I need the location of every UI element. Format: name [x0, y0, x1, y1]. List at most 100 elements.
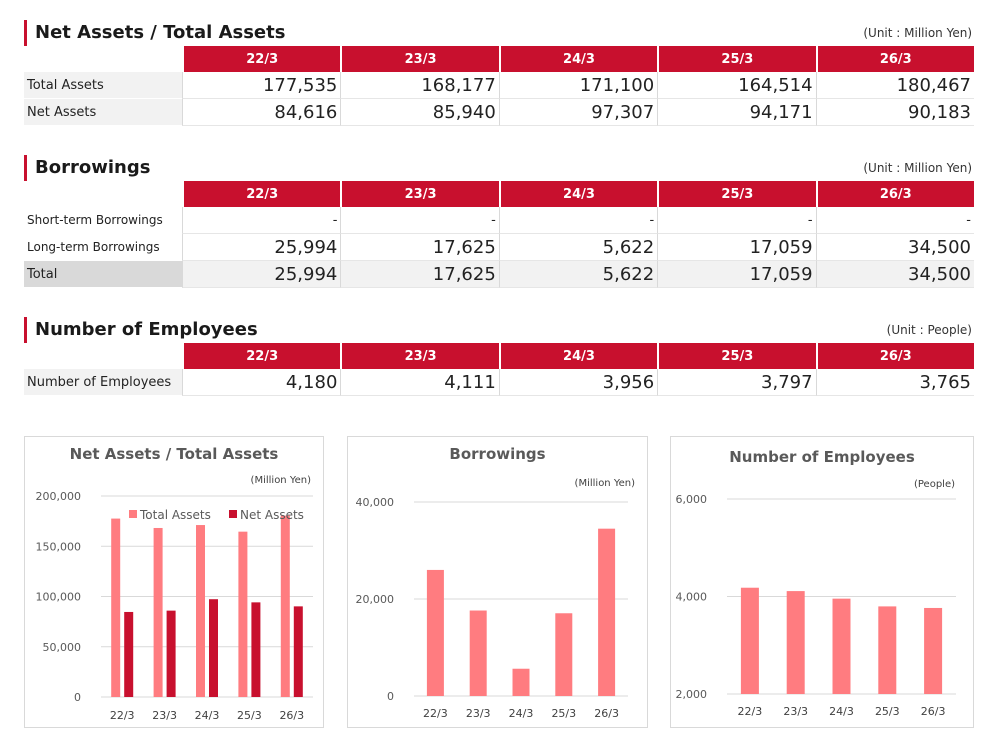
bar: [555, 613, 573, 696]
table-cell: 84,616: [182, 99, 341, 126]
year-header: 24/3: [498, 181, 658, 207]
table-cell: 17,059: [657, 234, 816, 261]
bar: [280, 515, 290, 697]
employees-section-unit: (Unit : People): [886, 323, 972, 337]
table-cell: 94,171: [657, 99, 816, 126]
bar: [878, 606, 897, 694]
year-header: 22/3: [182, 181, 341, 207]
y-tick-label: 0: [74, 691, 81, 704]
x-tick-label: 25/3: [237, 709, 262, 722]
table-cell: 3,797: [657, 369, 816, 396]
x-tick-label: 26/3: [594, 707, 619, 720]
x-tick-label: 22/3: [110, 709, 135, 722]
table-cell: -: [498, 207, 658, 234]
assets-chart-svg: Net Assets / Total Assets (Million Yen) 0 5…: [36, 445, 313, 722]
employees-table: 22/3 23/3 24/3 25/3 26/3 Number of Emplo…: [24, 343, 974, 396]
y-tick-label: 6,000: [676, 493, 708, 506]
table-cell: -: [815, 207, 974, 234]
employees-chart-svg: Number of Employees (People) 2,000 4,000 6,0…: [676, 448, 956, 718]
row-label: Short-term Borrowings: [24, 207, 182, 234]
table-row: Total 25,994 17,625 5,622 17,059 34,500: [24, 261, 974, 288]
year-header: 24/3: [498, 343, 658, 369]
year-header: 26/3: [815, 46, 974, 72]
bar: [740, 587, 759, 694]
chart-title: Net Assets / Total Assets: [70, 445, 279, 463]
table-cell: 171,100: [498, 72, 658, 99]
assets-section-header: Net Assets / Total Assets (Unit : Millio…: [24, 20, 974, 46]
year-header: 22/3: [182, 343, 341, 369]
table-cell: 180,467: [815, 72, 974, 99]
row-label: Total Assets: [24, 72, 182, 99]
year-header: 26/3: [815, 343, 974, 369]
table-cell: 90,183: [815, 99, 974, 126]
year-header: 26/3: [815, 181, 974, 207]
table-cell: 17,625: [340, 261, 499, 288]
table-row: Net Assets 84,616 85,940 97,307 94,171 9…: [24, 99, 974, 126]
employees-header-row: 22/3 23/3 24/3 25/3 26/3: [24, 343, 974, 369]
legend-label: Net Assets: [240, 508, 304, 522]
chart-title: Borrowings: [449, 445, 545, 463]
bar: [786, 591, 805, 694]
table-cell: 17,625: [340, 234, 499, 261]
chart-unit-label: (Million Yen): [251, 475, 312, 486]
y-tick-label: 40,000: [356, 496, 395, 509]
table-cell: 4,180: [182, 369, 341, 396]
year-header: 23/3: [340, 343, 499, 369]
borrowings-header-row: 22/3 23/3 24/3 25/3 26/3: [24, 181, 974, 207]
bar: [293, 606, 303, 697]
x-tick-label: 26/3: [921, 705, 946, 718]
table-cell: 3,765: [815, 369, 974, 396]
y-tick-label: 50,000: [43, 641, 82, 654]
x-tick-label: 24/3: [195, 709, 220, 722]
table-cell: 97,307: [498, 99, 658, 126]
year-header: 22/3: [182, 46, 341, 72]
y-tick-label: 100,000: [36, 591, 82, 604]
table-cell: 4,111: [340, 369, 499, 396]
bar: [196, 525, 205, 697]
table-cell: -: [340, 207, 499, 234]
row-label: Net Assets: [24, 99, 182, 126]
bar: [924, 607, 943, 694]
table-cell: 34,500: [815, 234, 974, 261]
assets-section-unit: (Unit : Million Yen): [863, 26, 972, 40]
employees-section: Number of Employees (Unit : People) 22/3…: [24, 317, 974, 396]
bar: [512, 668, 530, 696]
x-tick-label: 24/3: [829, 705, 854, 718]
table-cell: 25,994: [182, 234, 341, 261]
y-tick-label: 2,000: [676, 688, 708, 701]
x-tick-label: 23/3: [783, 705, 808, 718]
table-cell: 3,956: [498, 369, 658, 396]
row-label: Long-term Borrowings: [24, 234, 182, 261]
table-cell: 85,940: [340, 99, 499, 126]
borrowings-section: Borrowings (Unit : Million Yen) 22/3 23/…: [24, 155, 974, 288]
table-cell: 5,622: [498, 234, 658, 261]
x-tick-label: 23/3: [152, 709, 177, 722]
table-row: Long-term Borrowings 25,994 17,625 5,622…: [24, 234, 974, 261]
bar: [426, 569, 444, 696]
year-header: 23/3: [340, 46, 499, 72]
x-tick-label: 25/3: [551, 707, 576, 720]
table-cell: -: [182, 207, 341, 234]
row-label: Total: [24, 261, 182, 288]
chart-unit-label: (People): [914, 479, 955, 490]
table-cell: 25,994: [182, 261, 341, 288]
y-tick-label: 4,000: [676, 591, 708, 604]
bar: [832, 598, 851, 694]
assets-section: Net Assets / Total Assets (Unit : Millio…: [24, 20, 974, 126]
bar: [598, 528, 616, 696]
chart-title: Number of Employees: [729, 448, 915, 466]
header-blank-cell: [24, 46, 182, 72]
legend-swatch: [129, 510, 137, 518]
year-header: 24/3: [498, 46, 658, 72]
employees-chart: Number of Employees (People) 2,000 4,000 6,0…: [670, 436, 974, 728]
x-tick-label: 24/3: [509, 707, 534, 720]
x-tick-label: 23/3: [466, 707, 491, 720]
legend-swatch: [229, 510, 237, 518]
x-tick-label: 26/3: [279, 709, 304, 722]
borrowings-chart: Borrowings (Million Yen) 0 20,000 40,000 22/3…: [347, 436, 648, 728]
employees-section-header: Number of Employees (Unit : People): [24, 317, 974, 343]
table-cell: 17,059: [657, 261, 816, 288]
chart-unit-label: (Million Yen): [575, 478, 636, 489]
y-tick-label: 0: [387, 690, 394, 703]
borrowings-table: 22/3 23/3 24/3 25/3 26/3 Short-term Borr…: [24, 181, 974, 288]
